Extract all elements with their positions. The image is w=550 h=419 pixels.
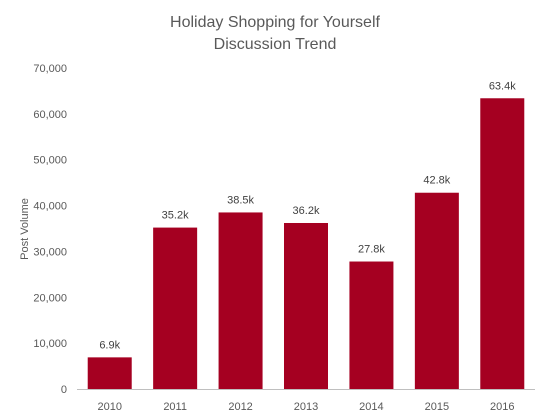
x-tick-label: 2013 (294, 401, 318, 413)
data-label-2011: 35.2k (162, 210, 189, 222)
bar-2011 (153, 227, 198, 389)
data-label-2014: 27.8k (358, 244, 385, 256)
y-tick-label: 30,000 (33, 246, 67, 258)
data-labels: 6.9k 35.2k 38.5k 36.2k 27.8k 42.8k 63.4k (99, 80, 516, 351)
x-tick-label: 2012 (228, 401, 252, 413)
y-tick-label: 10,000 (33, 338, 67, 350)
chart-title-line-1: Holiday Shopping for Yourself (170, 14, 380, 31)
data-label-2010: 6.9k (99, 339, 120, 351)
bar-2013 (284, 222, 328, 389)
bar-2010 (87, 357, 132, 389)
bars (87, 98, 525, 389)
bar-2016 (480, 98, 525, 389)
x-axis: 2010 2011 2012 2013 2014 2015 2016 (97, 401, 514, 413)
data-label-2012: 38.5k (227, 194, 254, 206)
x-tick-label: 2010 (97, 401, 121, 413)
x-tick-label: 2015 (425, 401, 449, 413)
bar-2014 (349, 261, 394, 389)
x-tick-label: 2016 (490, 401, 514, 413)
y-tick-label: 60,000 (33, 109, 67, 121)
data-label-2013: 36.2k (293, 205, 320, 217)
y-axis-title: Post Volume (19, 198, 31, 260)
y-tick-label: 50,000 (33, 155, 67, 167)
chart-title-line-2: Discussion Trend (214, 36, 337, 53)
bar-2012 (218, 212, 263, 389)
y-tick-label: 40,000 (33, 201, 67, 213)
x-tick-label: 2011 (163, 401, 187, 413)
y-tick-label: 20,000 (33, 292, 67, 304)
y-tick-label: 70,000 (33, 63, 67, 75)
data-label-2016: 63.4k (489, 80, 516, 92)
y-axis: 0 10,000 20,000 30,000 40,000 50,000 60,000 70,… (33, 63, 67, 396)
data-label-2015: 42.8k (423, 175, 450, 187)
x-tick-label: 2014 (359, 401, 383, 413)
bar-2015 (414, 192, 459, 389)
y-tick-label: 0 (61, 384, 67, 396)
